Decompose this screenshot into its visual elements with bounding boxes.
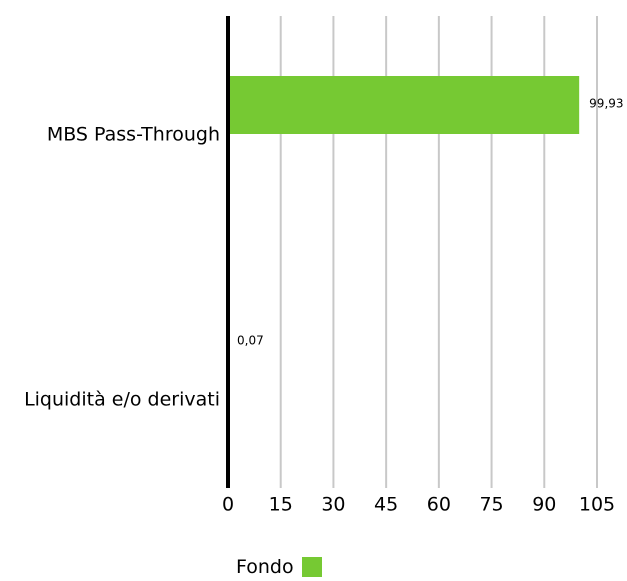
x-tick-label-45: 45 [374,494,398,516]
category-label-1: Liquidità e/o derivati [24,389,220,411]
legend: Fondo [236,556,322,578]
legend-label: Fondo [236,556,294,578]
x-tick-label-15: 15 [269,494,293,516]
legend-swatch [302,557,322,577]
bar-0 [228,76,579,134]
data-label-1: 0,07 [237,334,264,348]
data-label-0: 99,93 [589,97,623,111]
x-tick-label-90: 90 [532,494,556,516]
x-tick-label-0: 0 [222,494,234,516]
x-tick-label-75: 75 [479,494,503,516]
x-tick-label-105: 105 [579,494,615,516]
x-tick-label-30: 30 [321,494,345,516]
category-label-0: MBS Pass-Through [47,124,220,146]
x-tick-label-60: 60 [427,494,451,516]
